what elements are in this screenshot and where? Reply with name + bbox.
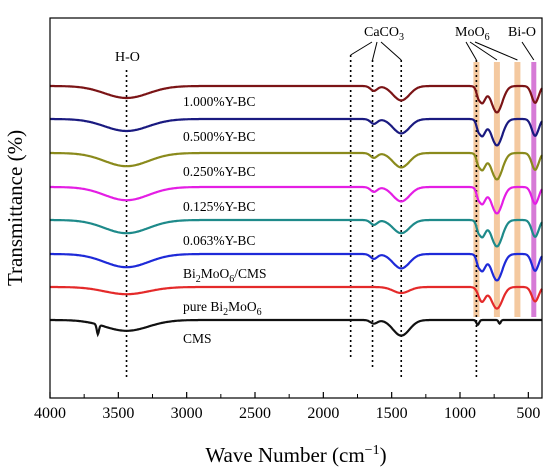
series-label-8: CMS — [183, 331, 212, 346]
bio-highlight — [531, 62, 537, 317]
x-axis-title: Wave Number (cm−1) — [205, 443, 386, 467]
series-line-5 — [50, 218, 543, 248]
series-label-7: pure Bi2MoO6 — [183, 299, 262, 318]
series-line-8 — [50, 318, 542, 338]
x-tick-label-1500: 1500 — [376, 405, 408, 422]
series-line-4 — [50, 185, 543, 215]
series-label-2: 0.500%Y-BC — [183, 129, 255, 144]
series-line-7 — [50, 285, 543, 310]
band-highlights — [473, 62, 537, 317]
annotation-caco3: CaCO3 — [364, 25, 404, 43]
spectra-series — [50, 84, 543, 338]
caco3-pointer-1 — [350, 41, 373, 56]
x-tick-label-3000: 3000 — [171, 405, 203, 422]
annotation-ho: H-O — [115, 50, 140, 65]
series-line-1 — [50, 84, 543, 114]
series-label-1: 1.000%Y-BC — [183, 94, 255, 109]
moo6-pointer-3 — [474, 41, 518, 61]
caco3-pointer-2 — [372, 41, 378, 61]
x-tick-label-4000: 4000 — [34, 405, 66, 422]
series-line-2 — [50, 117, 543, 147]
plot-frame — [49, 17, 543, 399]
x-tick-label-2000: 2000 — [307, 405, 339, 422]
series-label-3: 0.250%Y-BC — [183, 164, 255, 179]
x-tick-label-1000: 1000 — [444, 405, 476, 422]
annotation-bio: Bi-O — [508, 25, 536, 40]
moo6-highlight-2 — [493, 62, 500, 317]
moo6-pointer-1 — [465, 41, 477, 61]
y-axis-title: Transmittance (%) — [3, 130, 27, 286]
moo6-highlight-1 — [473, 62, 480, 317]
x-tick-label-500: 500 — [516, 405, 540, 422]
caco3-pointer-3 — [380, 41, 402, 61]
series-line-6 — [50, 252, 543, 282]
moo6-highlight-3 — [514, 62, 521, 317]
x-axis-ticks: 4000 3500 3000 2500 2000 1500 1000 500 — [34, 392, 540, 422]
annotation-moo6: MoO6 — [455, 25, 490, 43]
x-tick-label-2500: 2500 — [239, 405, 271, 422]
series-label-4: 0.125%Y-BC — [183, 199, 255, 214]
series-label-5: 0.063%Y-BC — [183, 233, 255, 248]
series-line-3 — [50, 151, 543, 181]
x-tick-label-3500: 3500 — [102, 405, 134, 422]
bio-pointer — [521, 41, 535, 61]
series-label-6: Bi2MoO6/CMS — [183, 266, 267, 285]
moo6-pointer-2 — [469, 41, 498, 61]
